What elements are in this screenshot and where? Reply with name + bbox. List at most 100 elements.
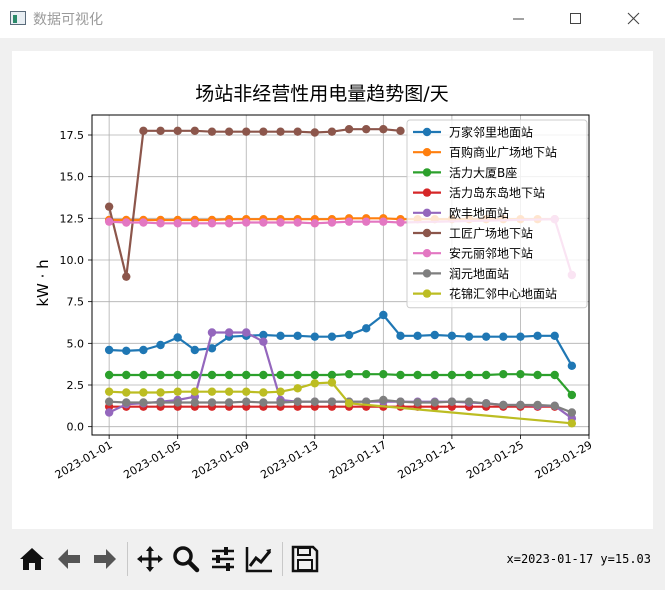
pan-button[interactable] [135, 544, 165, 574]
y-tick-label: 7.5 [67, 296, 85, 309]
legend-label: 欧丰地面站 [449, 206, 509, 220]
legend-item: 百购商业广场地下站 [413, 145, 557, 160]
data-point [190, 345, 200, 355]
chart-svg[interactable]: 0.02.55.07.510.012.515.017.5 2023-01-01 2… [12, 51, 653, 529]
data-point [173, 333, 182, 342]
data-point [516, 332, 525, 341]
data-point [259, 398, 268, 407]
home-button[interactable] [17, 544, 47, 574]
data-point [276, 387, 285, 396]
data-point [190, 398, 200, 407]
data-point [242, 370, 251, 380]
data-point [242, 127, 251, 136]
x-ticks: 2023-01-01 2023-01-05 2023-01-09 2023-01-13… [53, 435, 595, 482]
data-point [567, 361, 577, 371]
data-point [259, 388, 268, 397]
data-point [344, 330, 354, 340]
legend-item: 工匠广场地下站 [413, 227, 533, 241]
data-point [259, 337, 268, 346]
data-point [481, 399, 491, 408]
data-point [224, 328, 234, 337]
data-point [224, 398, 234, 407]
cursor-coordinates: x=2023-01-17 y=15.03 [506, 552, 652, 566]
data-point [379, 395, 388, 405]
legend-item: 花锦汇邻中心地面站 [413, 286, 557, 301]
data-point [413, 331, 422, 341]
data-point [293, 331, 302, 341]
legend-label: 工匠广场地下站 [449, 227, 533, 241]
close-icon [627, 12, 640, 25]
sliders-icon [212, 547, 234, 571]
data-point [190, 370, 200, 380]
data-point [499, 400, 508, 410]
maximize-button[interactable] [548, 0, 604, 38]
configure-subplots-button[interactable] [208, 544, 238, 574]
legend-item: 欧丰地面站 [413, 206, 509, 220]
data-point [207, 328, 217, 337]
series-润元地面站 [104, 395, 577, 417]
minimize-button[interactable] [491, 0, 547, 38]
data-point [396, 370, 405, 380]
data-point [327, 397, 337, 406]
data-point [207, 398, 217, 407]
data-point [207, 127, 217, 136]
legend-marker [422, 269, 432, 278]
data-point [122, 388, 131, 397]
legend-marker [422, 148, 432, 157]
data-point [499, 332, 508, 341]
data-point [122, 218, 131, 227]
data-point [259, 127, 268, 136]
data-point [242, 218, 251, 227]
legend-marker [422, 168, 432, 177]
close-button[interactable] [606, 0, 662, 38]
data-point [430, 398, 439, 407]
legend-box [406, 119, 588, 309]
y-tick-label: 12.5 [60, 212, 85, 225]
data-point [122, 346, 131, 356]
forward-arrow-icon [94, 549, 116, 569]
data-point [276, 370, 285, 380]
data-point [242, 397, 251, 406]
series-line [108, 128, 401, 278]
data-point [139, 388, 148, 397]
data-point [293, 384, 302, 393]
data-point [173, 387, 182, 396]
back-button[interactable] [54, 544, 84, 574]
data-point [533, 370, 542, 380]
save-button[interactable] [290, 544, 320, 574]
data-point [447, 397, 457, 406]
data-point [396, 397, 405, 406]
figure-canvas[interactable]: 0.0 2.5 5.0 7.5 10.0 12.5 15.0 17.5 2023-01-01 2… [12, 51, 653, 529]
data-point [344, 369, 354, 379]
data-point [516, 369, 525, 379]
x-tick-label: 2023-01-17 [327, 438, 389, 481]
data-point [344, 217, 354, 226]
data-point [173, 370, 182, 380]
window-title: 数据可视化 [33, 12, 103, 28]
data-point [430, 330, 439, 340]
data-point [567, 408, 577, 417]
series-花锦汇邻中心地面站 [104, 378, 577, 428]
data-point [259, 370, 268, 380]
chart-title: 场站非经营性用电量趋势图/天 [195, 83, 448, 105]
legend-label: 万家邻里地面站 [449, 125, 533, 140]
data-point [310, 128, 319, 137]
y-tick-label: 0.0 [67, 421, 85, 434]
zoom-button[interactable] [171, 544, 201, 574]
legend-marker [422, 188, 432, 197]
forward-button[interactable] [90, 544, 120, 574]
minimize-icon [513, 18, 524, 20]
data-point [139, 218, 148, 227]
data-point [224, 219, 234, 228]
data-point [327, 332, 337, 341]
data-point [104, 217, 114, 226]
data-point [327, 218, 337, 227]
data-point [396, 126, 405, 136]
edit-axis-button[interactable] [244, 544, 274, 574]
data-point [190, 387, 200, 396]
data-point [413, 398, 422, 407]
data-point [139, 126, 148, 136]
data-point [344, 399, 354, 408]
x-tick-label: 2023-01-21 [396, 438, 458, 481]
y-tick-label: 10.0 [60, 254, 85, 267]
